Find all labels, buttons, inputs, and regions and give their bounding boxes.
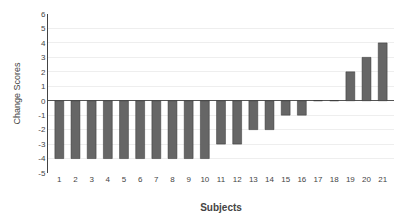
svg-text:10: 10 [200,175,209,184]
svg-text:1: 1 [41,82,46,91]
svg-text:9: 9 [186,175,191,184]
svg-text:4: 4 [41,39,46,48]
svg-text:5: 5 [122,175,127,184]
svg-text:Subjects: Subjects [200,202,242,213]
svg-text:19: 19 [346,175,355,184]
svg-text:-2: -2 [38,125,46,134]
svg-text:2: 2 [41,68,46,77]
svg-text:0: 0 [41,97,46,106]
svg-text:8: 8 [170,175,175,184]
svg-text:-5: -5 [38,169,46,178]
svg-text:3: 3 [41,53,46,62]
svg-text:18: 18 [330,175,339,184]
svg-text:21: 21 [378,175,387,184]
svg-text:6: 6 [41,10,46,19]
svg-text:17: 17 [314,175,323,184]
svg-text:Change Scores: Change Scores [12,62,22,125]
svg-text:1: 1 [57,175,62,184]
svg-text:-3: -3 [38,140,46,149]
svg-text:5: 5 [41,24,46,33]
svg-text:6: 6 [138,175,143,184]
svg-text:12: 12 [233,175,242,184]
svg-text:-1: -1 [38,111,46,120]
svg-text:20: 20 [362,175,371,184]
svg-text:2: 2 [73,175,78,184]
svg-text:-4: -4 [38,154,46,163]
svg-text:15: 15 [281,175,290,184]
svg-text:13: 13 [249,175,258,184]
svg-text:4: 4 [106,175,111,184]
svg-text:7: 7 [154,175,159,184]
svg-text:3: 3 [89,175,94,184]
svg-text:16: 16 [297,175,306,184]
svg-text:11: 11 [217,175,226,184]
svg-text:14: 14 [265,175,274,184]
